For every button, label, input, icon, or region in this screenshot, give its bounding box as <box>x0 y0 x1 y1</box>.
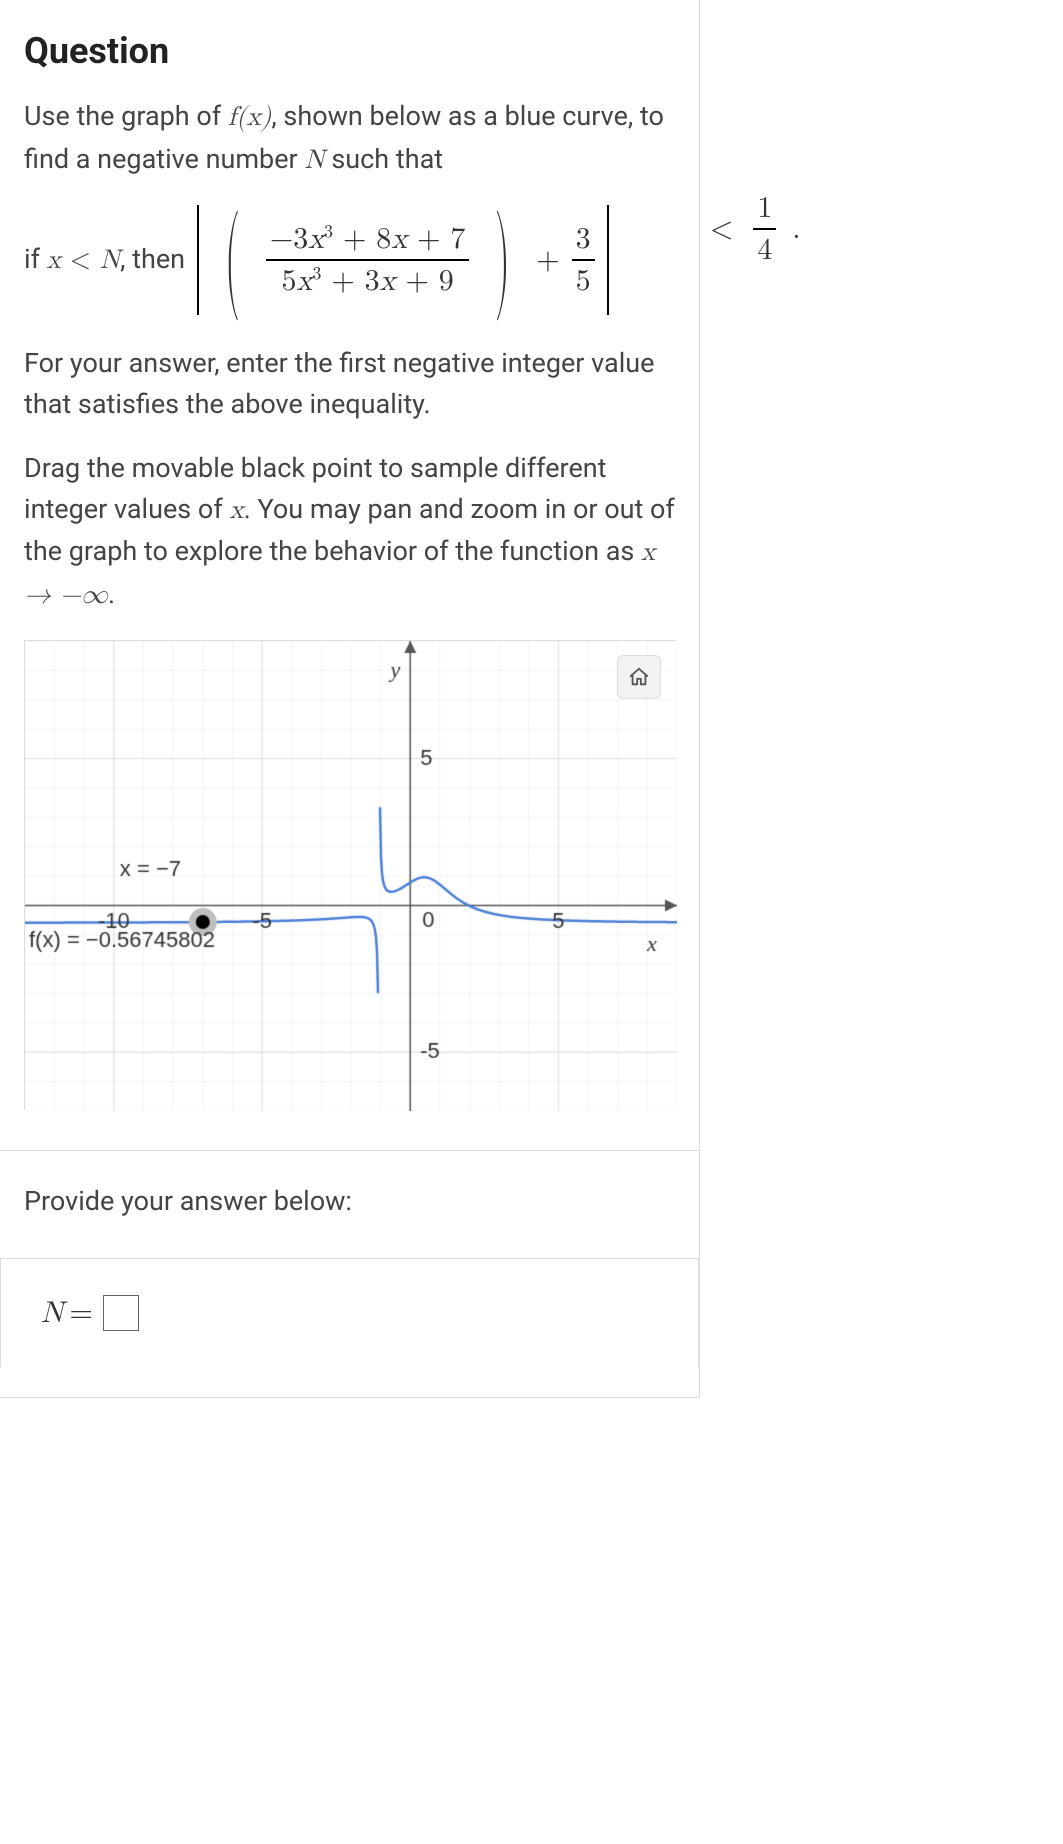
frac-1-4: 1 4 <box>753 188 776 270</box>
text: . <box>108 578 115 610</box>
answer-input[interactable] <box>103 1295 139 1331</box>
x-var: x <box>47 247 61 274</box>
main-fraction: −3x3 + 8x + 7 5x3 + 3x + 9 <box>266 219 470 301</box>
fx-symbol: f(x) <box>228 104 272 131</box>
lt: < <box>710 214 733 244</box>
question-heading: Question <box>24 30 675 72</box>
answer-prompt: Provide your answer below: <box>24 1181 675 1222</box>
home-icon <box>628 666 650 688</box>
denominator: 5x3 + 3x + 9 <box>278 261 458 301</box>
text: Use the graph of <box>24 100 228 132</box>
abs-bar-left <box>197 205 199 315</box>
abs-bar-right <box>607 205 609 315</box>
equals-sign: = <box>70 1295 93 1331</box>
lt: < <box>61 247 100 274</box>
N-var: N <box>100 247 120 274</box>
then-text: , then <box>120 243 185 275</box>
graph-home-button[interactable] <box>617 655 661 699</box>
den: 4 <box>753 230 776 270</box>
x-var: x <box>229 497 243 524</box>
graph-panel[interactable] <box>24 640 676 1110</box>
num: 1 <box>753 188 776 228</box>
answer-row: N = <box>0 1258 699 1367</box>
numerator: −3x3 + 8x + 7 <box>266 219 470 259</box>
answer-expression: N = <box>41 1295 139 1331</box>
den: 5 <box>572 261 595 301</box>
N-symbol: N <box>304 147 324 174</box>
graph-canvas[interactable] <box>25 641 677 1111</box>
period: . <box>792 214 800 244</box>
plus: + <box>536 242 559 278</box>
instruction-1: For your answer, enter the first negativ… <box>24 343 675 424</box>
if-text: if x < N, then <box>24 243 185 277</box>
num: 3 <box>572 219 595 259</box>
inequality-rhs-overflow: < 1 4 . <box>700 188 801 270</box>
text: such that <box>325 143 443 175</box>
N-equals: N <box>41 1295 64 1331</box>
instruction-2: Drag the movable black point to sample d… <box>24 448 675 616</box>
answer-section: Provide your answer below: N = <box>0 1150 699 1397</box>
text: if <box>24 243 47 275</box>
inequality-expression: if x < N, then ( −3x3 + 8x + 7 5x3 + 3x … <box>24 205 675 315</box>
intro-paragraph: Use the graph of f(x), shown below as a … <box>24 96 675 181</box>
frac-3-5: 3 5 <box>572 219 595 301</box>
